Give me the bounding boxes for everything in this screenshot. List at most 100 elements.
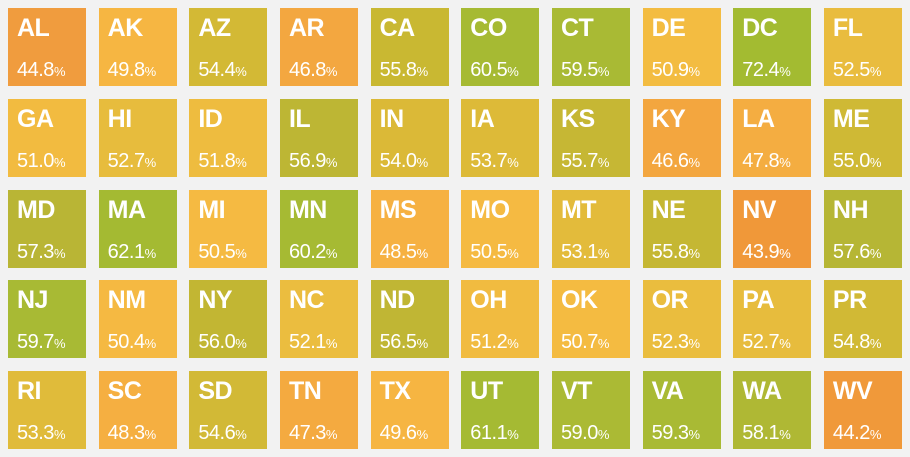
state-tile[interactable]: UT 61.1% (461, 371, 540, 449)
state-tile[interactable]: RI 53.3% (8, 371, 86, 449)
state-value-number: 60.5 (470, 59, 508, 81)
state-value: 59.0% (561, 423, 626, 443)
state-tile[interactable]: WV 44.2% (823, 371, 902, 449)
percent-sign: % (597, 427, 610, 442)
state-abbr: TX (379, 377, 411, 405)
state-tile[interactable]: AK 49.8% (98, 8, 177, 86)
state-tile[interactable]: NJ 59.7% (8, 280, 86, 359)
state-tile[interactable]: TN 47.3% (279, 371, 358, 449)
state-tile[interactable]: ID 51.8% (189, 98, 268, 177)
state-tile[interactable]: OR 52.3% (642, 280, 721, 359)
state-value-number: 52.7 (107, 149, 145, 172)
state-tile[interactable]: NE 55.8% (642, 189, 721, 268)
percent-sign: % (688, 154, 701, 170)
state-value-number: 48.5 (379, 240, 417, 263)
state-abbr: NC (288, 286, 325, 315)
state-value: 55.0% (833, 151, 898, 171)
state-tile[interactable]: IA 53.7% (461, 98, 540, 177)
state-tile[interactable]: KY 46.6% (642, 98, 721, 177)
state-value-number: 50.5 (470, 240, 508, 263)
state-abbr: MT (560, 195, 597, 224)
state-abbr: NE (651, 195, 686, 224)
state-value-number: 57.3 (17, 240, 54, 263)
state-tile[interactable]: MD 57.3% (8, 189, 86, 268)
state-tile[interactable]: VA 59.3% (642, 371, 721, 449)
state-abbr: NJ (17, 286, 48, 315)
state-value: 52.5% (833, 60, 898, 80)
state-tile[interactable]: WA 58.1% (733, 371, 812, 449)
state-value: 52.3% (652, 332, 717, 352)
state-tile[interactable]: FL 52.5% (823, 8, 902, 86)
state-tile[interactable]: SC 48.3% (98, 371, 177, 449)
state-tile[interactable]: NM 50.4% (98, 280, 177, 359)
state-tile[interactable]: MS 48.5% (370, 189, 449, 268)
state-tile[interactable]: MT 53.1% (551, 189, 630, 268)
state-tile[interactable]: MI 50.5% (189, 189, 268, 268)
state-tile[interactable]: ND 56.5% (370, 280, 449, 359)
state-value: 54.8% (833, 332, 898, 352)
state-tile[interactable]: SD 54.6% (189, 371, 268, 449)
state-tile[interactable]: NC 52.1% (279, 280, 358, 359)
state-value-number: 43.9 (742, 240, 780, 263)
state-tile[interactable]: PR 54.8% (823, 280, 902, 359)
state-tile[interactable]: AR 46.8% (279, 8, 358, 86)
state-value-number: 46.6 (651, 149, 689, 172)
state-tile[interactable]: KS 55.7% (551, 98, 630, 177)
state-tile[interactable]: IL 56.9% (279, 98, 358, 177)
state-abbr: CT (560, 14, 594, 42)
state-value: 50.9% (652, 60, 717, 80)
state-value: 48.3% (108, 423, 173, 443)
state-tile[interactable]: AZ 54.4% (189, 8, 268, 86)
state-tile[interactable]: CT 59.5% (551, 8, 630, 86)
state-value-number: 47.3 (288, 422, 326, 444)
state-tile[interactable]: DC 72.4% (733, 8, 812, 86)
state-tile[interactable]: MO 50.5% (461, 189, 540, 268)
state-value: 56.5% (380, 332, 445, 352)
state-tile[interactable]: NH 57.6% (823, 189, 902, 268)
state-abbr: IN (379, 104, 405, 133)
state-tile[interactable]: NY 56.0% (189, 280, 268, 359)
state-tile[interactable]: ME 55.0% (823, 98, 902, 177)
state-value-number: 52.7 (742, 331, 780, 354)
state-value: 44.8% (17, 60, 82, 80)
state-tile[interactable]: GA 51.0% (8, 98, 86, 177)
state-tile[interactable]: OK 50.7% (551, 280, 630, 359)
state-abbr: OR (651, 286, 689, 315)
state-tile[interactable]: AL 44.8% (8, 8, 86, 86)
state-tile[interactable]: NV 43.9% (733, 189, 812, 268)
state-tile[interactable]: MN 60.2% (279, 189, 358, 268)
state-abbr: ND (379, 286, 416, 315)
state-value-number: 50.5 (198, 240, 236, 263)
state-tile[interactable]: LA 47.8% (733, 98, 812, 177)
state-tile[interactable]: CA 55.8% (370, 8, 449, 86)
state-value: 47.8% (742, 151, 807, 171)
state-tile[interactable]: HI 52.7% (98, 98, 177, 177)
state-value: 72.4% (742, 60, 807, 80)
percent-sign: % (688, 245, 701, 261)
state-tile[interactable]: IN 54.0% (370, 98, 449, 177)
state-tile[interactable]: TX 49.6% (370, 371, 449, 449)
state-tile[interactable]: CO 60.5% (461, 8, 540, 86)
state-value: 50.4% (108, 332, 173, 352)
state-tile[interactable]: VT 59.0% (551, 371, 630, 449)
state-value-number: 54.8 (832, 331, 870, 354)
state-tile[interactable]: PA 52.7% (733, 280, 812, 359)
state-value-number: 56.5 (379, 331, 417, 354)
state-abbr: HI (107, 104, 133, 133)
state-value-number: 54.0 (379, 149, 417, 172)
state-value: 44.2% (833, 423, 898, 443)
state-value-number: 59.7 (17, 331, 54, 354)
percent-sign: % (235, 427, 247, 442)
percent-sign: % (597, 336, 610, 352)
state-tile[interactable]: OH 51.2% (461, 280, 540, 359)
percent-sign: % (53, 154, 66, 170)
state-tile[interactable]: MA 62.1% (98, 189, 177, 268)
state-value-number: 56.0 (198, 331, 236, 354)
percent-sign: % (325, 245, 338, 261)
state-value-number: 52.1 (288, 331, 326, 354)
state-abbr: OH (470, 286, 507, 315)
state-value: 50.5% (470, 242, 535, 262)
state-tile[interactable]: DE 50.9% (642, 8, 721, 86)
state-value: 59.3% (652, 423, 717, 443)
state-value: 57.3% (17, 242, 82, 262)
